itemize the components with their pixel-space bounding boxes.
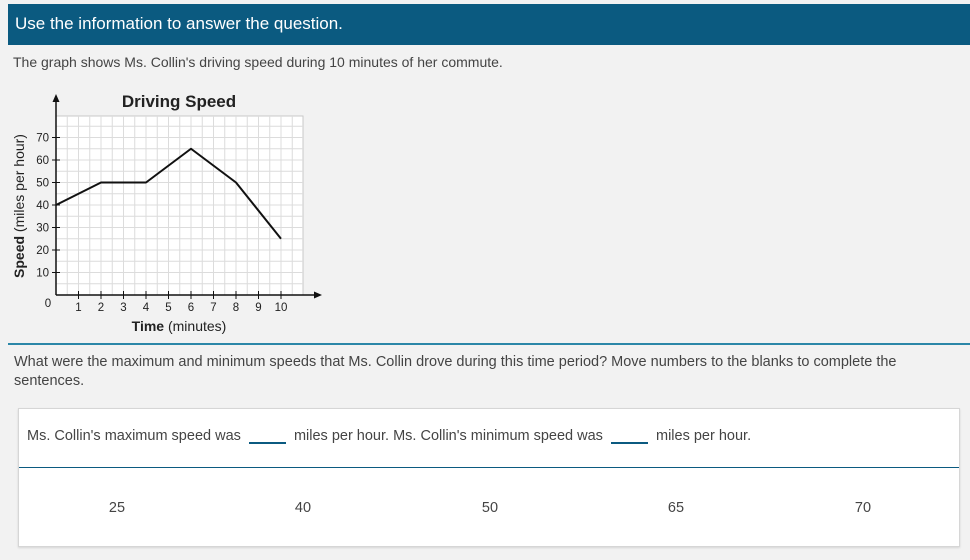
y-axis-label-bold: Speed xyxy=(11,232,27,278)
question-header: Use the information to answer the questi… xyxy=(8,4,970,45)
option-70[interactable]: 70 xyxy=(854,500,872,516)
x-tick-label: 7 xyxy=(210,302,216,314)
x-tick-label: 6 xyxy=(188,302,194,314)
option-65[interactable]: 65 xyxy=(667,500,685,516)
max-speed-blank[interactable] xyxy=(248,428,286,444)
x-tick-label: 5 xyxy=(165,302,171,314)
x-tick-label: 1 xyxy=(75,302,81,314)
x-axis-label: Time (minutes) xyxy=(132,318,227,334)
y-tick-label: 40 xyxy=(36,200,49,212)
speed-series-line xyxy=(55,147,282,240)
x-tick-label: 2 xyxy=(98,302,104,314)
sentence-part-1: Ms. Collin's maximum speed was xyxy=(27,428,241,444)
y-tick-label: 50 xyxy=(36,178,49,190)
x-tick-label: 3 xyxy=(120,302,126,314)
x-tick-label: 4 xyxy=(143,302,150,314)
origin-label: 0 xyxy=(45,298,51,310)
min-speed-blank[interactable] xyxy=(610,428,648,444)
x-axis-label-unit: (minutes) xyxy=(168,318,226,334)
y-axis-arrow xyxy=(52,94,60,102)
y-tick-label: 70 xyxy=(36,133,49,145)
x-axis-arrow xyxy=(314,291,322,299)
header-title: Use the information to answer the questi… xyxy=(15,14,343,33)
option-40[interactable]: 40 xyxy=(294,500,312,516)
y-tick-label: 20 xyxy=(36,245,49,257)
x-tick-label: 10 xyxy=(275,302,288,314)
driving-speed-graph: 1 2 3 4 5 6 7 8 9 10 10 20 30 40 50 60 70 0 Driving Speed T… xyxy=(8,86,328,341)
x-axis-label-bold: Time xyxy=(132,318,168,334)
y-tick-label: 60 xyxy=(36,155,49,167)
answer-sentence: Ms. Collin's maximum speed was miles per… xyxy=(27,428,751,444)
section-divider xyxy=(8,343,970,345)
x-tick-label: 9 xyxy=(255,302,261,314)
y-axis-label: Speed (miles per hour) xyxy=(11,134,27,278)
x-tick-label: 8 xyxy=(233,302,239,314)
option-25[interactable]: 25 xyxy=(108,500,126,516)
option-50[interactable]: 50 xyxy=(481,500,499,516)
y-axis-label-unit: (miles per hour) xyxy=(11,134,27,232)
y-tick-label: 10 xyxy=(36,268,49,280)
sentence-part-2: miles per hour. Ms. Collin's minimum spe… xyxy=(293,428,603,444)
panel-divider xyxy=(19,467,959,468)
y-tick-label: 30 xyxy=(36,223,49,235)
drag-drop-panel: Ms. Collin's maximum speed was miles per… xyxy=(18,408,960,547)
question-text: What were the maximum and minimum speeds… xyxy=(14,354,897,389)
sentence-part-3: miles per hour. xyxy=(656,428,752,444)
chart-svg: 1 2 3 4 5 6 7 8 9 10 10 20 30 40 50 60 70 0 Driving Speed T… xyxy=(11,92,322,334)
stimulus-text: The graph shows Ms. Collin's driving spe… xyxy=(13,54,503,70)
chart-title: Driving Speed xyxy=(122,92,236,111)
